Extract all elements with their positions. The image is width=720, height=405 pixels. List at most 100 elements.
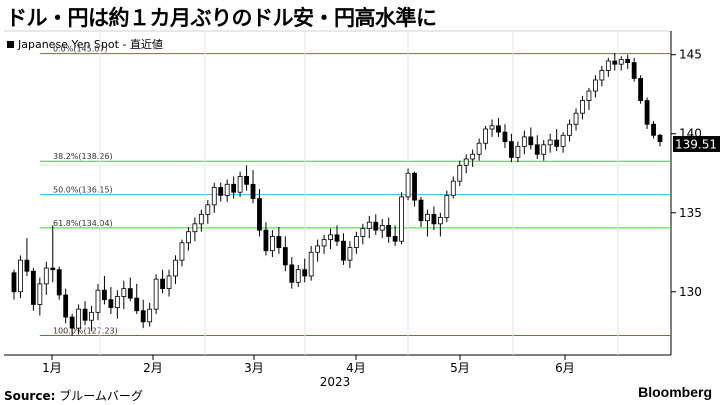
candle-body xyxy=(76,308,82,329)
candle-body xyxy=(218,187,224,196)
candle-body xyxy=(573,112,579,125)
candle-body xyxy=(198,213,204,225)
x-tick-label: 4月 xyxy=(346,361,366,375)
candle-body xyxy=(231,183,237,193)
candle-body xyxy=(173,259,178,277)
source-label: Source: xyxy=(4,389,56,403)
candle-body xyxy=(321,239,327,247)
candle-body xyxy=(405,172,411,198)
source-note: Source: ブルームバーグ xyxy=(4,387,143,404)
candle-body xyxy=(160,278,165,290)
candle-body xyxy=(476,142,482,155)
candle-body xyxy=(470,153,476,160)
candle-body xyxy=(528,136,534,146)
last-value-badge xyxy=(673,136,720,152)
candle-body xyxy=(360,228,366,237)
candle-body xyxy=(463,158,469,166)
candle-body xyxy=(166,275,172,290)
candle-body xyxy=(444,194,450,218)
candle-body xyxy=(373,221,379,231)
candle-body xyxy=(308,251,314,277)
candle-body xyxy=(269,236,275,252)
candle-body xyxy=(483,128,488,144)
fibonacci-levels: 0.0%(145.07) 38.2%(138.26) 50.0%(136.15) 61… xyxy=(40,45,671,337)
candle-body xyxy=(334,234,340,242)
candle-body xyxy=(605,60,611,71)
candle-body xyxy=(50,267,56,271)
last-value-label: 139.51 xyxy=(675,138,717,152)
candle-body xyxy=(121,288,127,297)
candle-body xyxy=(521,136,527,147)
fib-label: 38.2%(138.26) xyxy=(53,152,113,161)
y-tick-label: 135 xyxy=(679,206,702,220)
candle-body xyxy=(541,144,547,155)
candle-body xyxy=(599,70,605,81)
candle-body xyxy=(56,269,62,296)
candle-body xyxy=(586,90,592,101)
candle-body xyxy=(567,123,572,136)
candle-body xyxy=(244,176,249,185)
candle-body xyxy=(631,62,637,79)
candle-body xyxy=(192,223,198,233)
x-tick-label: 3月 xyxy=(244,361,264,375)
candle-body xyxy=(140,310,146,323)
candle-body xyxy=(489,125,495,130)
x-axis-ticks: 1月 2月 3月 4月 5月 6月 xyxy=(42,355,575,375)
y-tick-label: 145 xyxy=(679,48,702,62)
candle-body xyxy=(11,272,17,293)
candle-body xyxy=(147,308,153,323)
candle-body xyxy=(399,196,405,242)
candle-body xyxy=(418,199,424,222)
candle-body xyxy=(547,139,553,146)
candle-body xyxy=(457,164,463,182)
candle-body xyxy=(328,234,333,241)
candle-body xyxy=(205,204,211,215)
candle-body xyxy=(289,264,295,283)
candle-body xyxy=(625,59,631,64)
month-separators xyxy=(99,31,619,355)
candle-body xyxy=(554,139,560,147)
candle-body xyxy=(237,176,243,193)
candle-body xyxy=(69,316,75,329)
candle-body xyxy=(63,294,69,318)
candle-body xyxy=(638,78,644,101)
candle-body xyxy=(102,289,107,301)
x-tick-label: 1月 xyxy=(42,361,62,375)
fib-label: 0.0%(145.07) xyxy=(53,45,108,54)
candle-body xyxy=(379,224,385,231)
candle-body xyxy=(496,125,501,133)
candle-body xyxy=(437,217,443,225)
x-tick-label: 5月 xyxy=(450,361,470,375)
candle-body xyxy=(134,297,140,312)
candle-body xyxy=(295,269,301,283)
candle-body xyxy=(431,213,437,225)
candle-body xyxy=(534,144,540,155)
candle-body xyxy=(179,242,185,261)
candle-body xyxy=(211,187,217,206)
candle-body xyxy=(89,311,94,321)
candle-body xyxy=(347,247,353,261)
candle-body xyxy=(186,231,191,244)
candle-body xyxy=(24,259,30,272)
candle-body xyxy=(515,145,521,158)
candle-body xyxy=(450,180,456,196)
candle-body xyxy=(250,183,256,199)
candle-body xyxy=(108,299,114,308)
candle-body xyxy=(612,60,618,65)
candle-body xyxy=(657,134,663,143)
candle-body xyxy=(425,213,430,222)
candle-body xyxy=(224,183,230,196)
candles xyxy=(11,53,663,337)
candle-body xyxy=(560,134,566,147)
candle-body xyxy=(366,221,372,229)
candle-body xyxy=(644,100,650,125)
legend-label: Japanese Yen Spot - 直近値 xyxy=(17,37,163,51)
candle-body xyxy=(282,247,288,266)
candle-body xyxy=(341,240,346,261)
candle-body xyxy=(43,267,49,285)
source-value: ブルームバーグ xyxy=(59,389,143,403)
fib-label: 50.0%(136.15) xyxy=(53,186,113,195)
candle-body xyxy=(592,79,598,92)
